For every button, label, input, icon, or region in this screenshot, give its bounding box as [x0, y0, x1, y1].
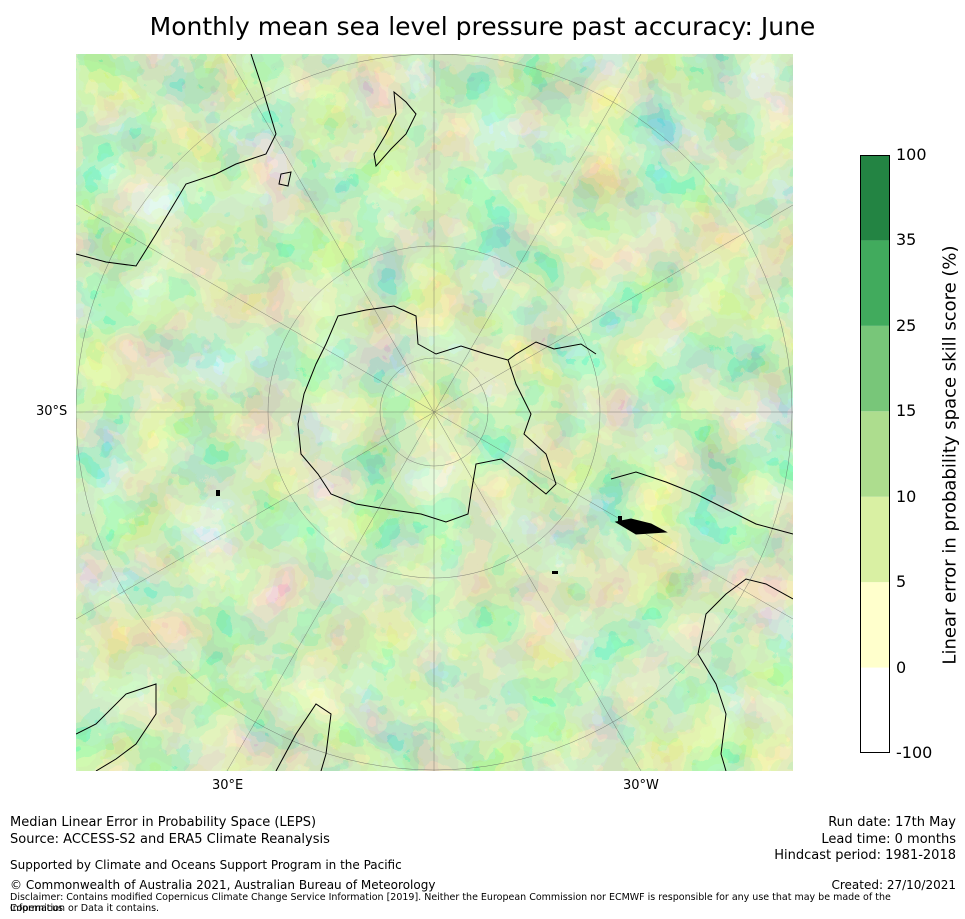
footer-copyright: © Commonwealth of Australia 2021, Austra…: [10, 878, 436, 892]
colorbar-tick-label: 15: [896, 401, 917, 421]
skill-map: [76, 54, 793, 771]
island-kerguelen: [216, 490, 220, 496]
colorbar-tick-label: 35: [896, 230, 917, 250]
africa-east: [275, 703, 332, 771]
footer-hindcast: Hindcast period: 1981-2018: [774, 848, 956, 863]
colorbar-tick-label: 0: [896, 657, 907, 677]
colorbar-tick-label: 5: [896, 572, 907, 592]
lon-label-30w: 30°W: [623, 778, 659, 793]
new-zealand-coastline: [373, 90, 417, 168]
footer-supported-line: Supported by Climate and Oceans Support …: [10, 858, 402, 872]
colorbar-svg: [860, 155, 890, 753]
colorbar-tick-label: -100: [896, 743, 933, 762]
skill-field-contours: [76, 54, 793, 771]
footer-leps-line: Median Linear Error in Probability Space…: [10, 815, 317, 830]
south-america-east-coast: [697, 578, 793, 771]
footer-run-date: Run date: 17th May: [828, 815, 956, 830]
page-title: Monthly mean sea level pressure past acc…: [149, 12, 816, 41]
australia-coastline: [76, 54, 277, 267]
colorbar-bin: [860, 411, 890, 497]
footer-disclaimer-1: Disclaimer: Contains modified Copernicus…: [10, 892, 891, 914]
graticule: [76, 54, 793, 771]
footer-source-line: Source: ACCESS-S2 and ERA5 Climate Reana…: [10, 832, 330, 847]
colorbar-bin: [860, 240, 890, 326]
colorbar-title: Linear error in probability space skill …: [939, 245, 961, 665]
colorbar-tick-label: 25: [896, 315, 917, 335]
lat-label-30s: 30°S: [36, 404, 68, 419]
colorbar-tick-label: 10: [896, 486, 917, 506]
falklands-coastline: [614, 518, 668, 535]
lon-label-30e: 30°E: [212, 778, 244, 793]
africa-coastline: [76, 683, 157, 771]
colorbar-tick-label: 100: [896, 145, 927, 164]
footer-created: Created: 27/10/2021: [831, 878, 956, 892]
island-south-sandwich: [618, 516, 622, 522]
colorbar-bin: [860, 582, 890, 668]
colorbar-border: [860, 155, 890, 753]
map-svg: [76, 54, 793, 771]
colorbar-bin: [860, 667, 890, 753]
colorbar: [860, 155, 890, 753]
tasmania-coastline: [278, 171, 292, 187]
antarctica-coastline: [297, 305, 557, 523]
south-america-coastline: [610, 471, 793, 535]
footer-disclaimer-2: Information or Data it contains.: [10, 903, 160, 914]
antarctic-peninsula: [507, 341, 597, 361]
island-south-georgia: [552, 571, 558, 574]
colorbar-bin: [860, 496, 890, 583]
footer-lead-time: Lead time: 0 months: [821, 832, 956, 847]
colorbar-bin: [860, 155, 890, 241]
colorbar-bin: [860, 325, 890, 412]
